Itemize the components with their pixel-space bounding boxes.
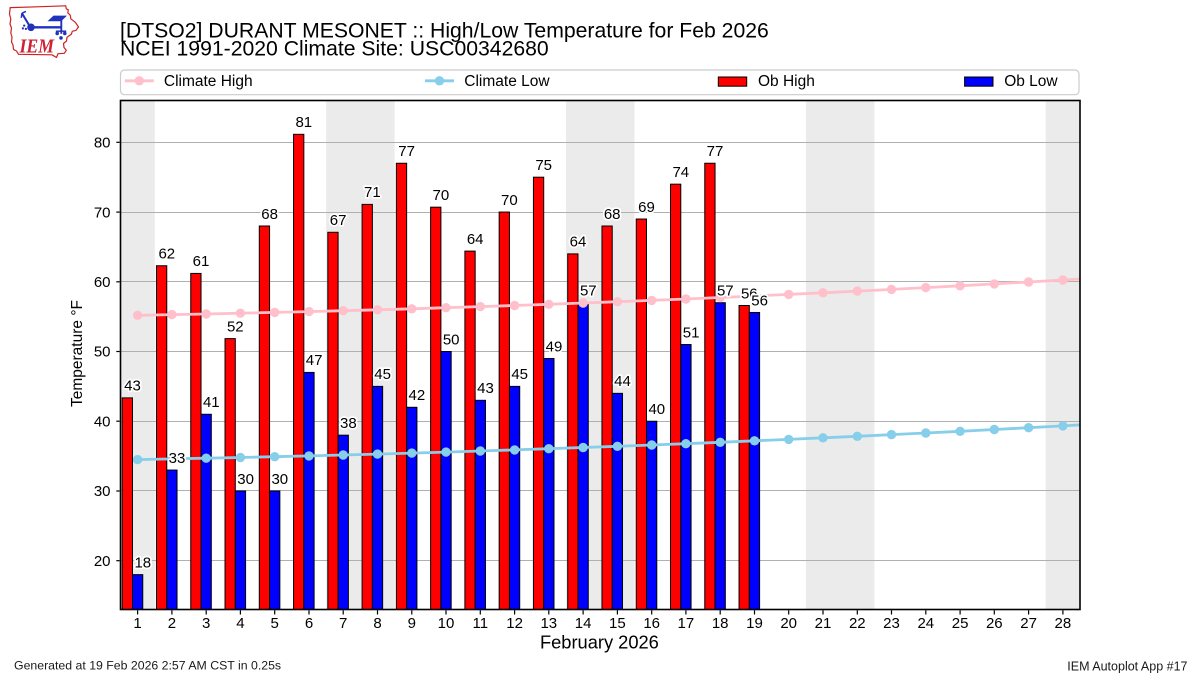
svg-text:30: 30 bbox=[237, 471, 254, 488]
svg-text:30: 30 bbox=[94, 483, 111, 500]
svg-text:64: 64 bbox=[467, 231, 484, 248]
svg-text:2: 2 bbox=[168, 615, 176, 632]
svg-text:42: 42 bbox=[409, 387, 426, 404]
svg-text:30: 30 bbox=[271, 471, 288, 488]
svg-text:80: 80 bbox=[94, 135, 111, 152]
svg-text:18: 18 bbox=[134, 554, 151, 571]
svg-text:20: 20 bbox=[94, 553, 111, 570]
svg-text:18: 18 bbox=[712, 615, 729, 632]
svg-text:60: 60 bbox=[94, 274, 111, 291]
svg-text:33: 33 bbox=[169, 450, 186, 467]
svg-text:64: 64 bbox=[570, 234, 587, 251]
svg-text:Temperature °F: Temperature °F bbox=[69, 300, 86, 407]
svg-text:15: 15 bbox=[609, 615, 626, 632]
svg-text:26: 26 bbox=[986, 615, 1003, 632]
svg-text:24: 24 bbox=[917, 615, 934, 632]
svg-text:45: 45 bbox=[374, 366, 391, 383]
svg-text:6: 6 bbox=[305, 615, 313, 632]
svg-text:41: 41 bbox=[203, 394, 220, 411]
svg-text:49: 49 bbox=[546, 338, 563, 355]
svg-text:62: 62 bbox=[158, 246, 175, 263]
svg-text:51: 51 bbox=[683, 324, 700, 341]
svg-text:5: 5 bbox=[271, 615, 279, 632]
svg-text:68: 68 bbox=[604, 206, 621, 223]
svg-text:28: 28 bbox=[1055, 615, 1072, 632]
svg-text:61: 61 bbox=[193, 253, 210, 270]
svg-text:70: 70 bbox=[501, 192, 518, 209]
svg-text:10: 10 bbox=[438, 615, 455, 632]
svg-text:9: 9 bbox=[408, 615, 416, 632]
svg-text:17: 17 bbox=[678, 615, 695, 632]
svg-text:50: 50 bbox=[94, 344, 111, 361]
svg-text:[DTSO2] DURANT MESONET :: High: [DTSO2] DURANT MESONET :: High/Low Tempe… bbox=[120, 19, 769, 42]
svg-text:4: 4 bbox=[236, 615, 244, 632]
svg-text:77: 77 bbox=[707, 143, 724, 160]
svg-text:21: 21 bbox=[815, 615, 832, 632]
svg-text:44: 44 bbox=[614, 373, 631, 390]
svg-text:68: 68 bbox=[261, 206, 278, 223]
svg-text:67: 67 bbox=[330, 212, 347, 229]
svg-text:50: 50 bbox=[443, 331, 460, 348]
svg-text:16: 16 bbox=[643, 615, 660, 632]
svg-text:13: 13 bbox=[540, 615, 557, 632]
svg-text:14: 14 bbox=[575, 615, 592, 632]
svg-text:43: 43 bbox=[124, 378, 141, 395]
svg-text:NCEI 1991-2020 Climate Site: U: NCEI 1991-2020 Climate Site: USC00342680 bbox=[120, 38, 549, 61]
svg-text:81: 81 bbox=[295, 114, 312, 131]
svg-text:25: 25 bbox=[952, 615, 969, 632]
svg-text:Ob Low: Ob Low bbox=[1004, 73, 1058, 90]
svg-text:3: 3 bbox=[202, 615, 210, 632]
svg-text:70: 70 bbox=[433, 187, 450, 204]
svg-text:57: 57 bbox=[580, 283, 597, 300]
svg-text:70: 70 bbox=[94, 204, 111, 221]
svg-text:56: 56 bbox=[751, 292, 768, 309]
svg-text:56: 56 bbox=[741, 285, 758, 302]
svg-text:Climate High: Climate High bbox=[164, 73, 253, 90]
svg-text:11: 11 bbox=[473, 615, 489, 632]
svg-text:February 2026: February 2026 bbox=[540, 632, 659, 653]
svg-text:IEM Autoplot App #17: IEM Autoplot App #17 bbox=[1067, 659, 1187, 673]
svg-text:75: 75 bbox=[535, 157, 552, 174]
svg-text:19: 19 bbox=[746, 615, 763, 632]
svg-text:IEM: IEM bbox=[19, 36, 55, 57]
svg-text:38: 38 bbox=[340, 415, 357, 432]
svg-text:Generated at 19 Feb 2026 2:57: Generated at 19 Feb 2026 2:57 AM CST in … bbox=[14, 659, 281, 673]
svg-text:40: 40 bbox=[94, 413, 111, 430]
svg-text:27: 27 bbox=[1020, 615, 1037, 632]
svg-text:57: 57 bbox=[717, 283, 734, 300]
svg-text:20: 20 bbox=[780, 615, 797, 632]
svg-text:40: 40 bbox=[648, 401, 665, 418]
svg-text:Ob High: Ob High bbox=[758, 73, 815, 90]
svg-text:52: 52 bbox=[227, 318, 244, 335]
svg-text:71: 71 bbox=[364, 184, 381, 201]
svg-text:1: 1 bbox=[133, 615, 141, 632]
svg-text:23: 23 bbox=[883, 615, 900, 632]
svg-text:Climate Low: Climate Low bbox=[464, 73, 550, 90]
svg-text:69: 69 bbox=[638, 199, 655, 216]
svg-text:12: 12 bbox=[506, 615, 523, 632]
svg-text:22: 22 bbox=[849, 615, 866, 632]
svg-text:47: 47 bbox=[306, 352, 323, 369]
svg-text:8: 8 bbox=[373, 615, 381, 632]
svg-text:43: 43 bbox=[477, 380, 494, 397]
svg-text:74: 74 bbox=[672, 164, 689, 181]
svg-text:77: 77 bbox=[398, 143, 415, 160]
svg-text:45: 45 bbox=[511, 366, 528, 383]
svg-text:7: 7 bbox=[339, 615, 347, 632]
